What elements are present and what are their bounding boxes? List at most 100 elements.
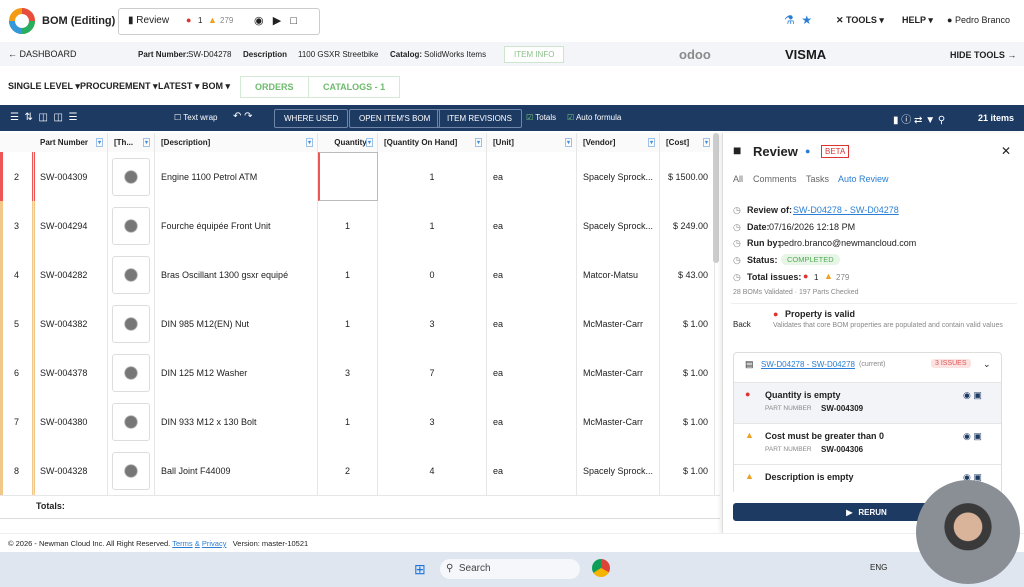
table-cell[interactable]: Engine 1100 Petrol ATM [155, 152, 318, 201]
table-cell[interactable]: $ 1.00 [660, 397, 715, 446]
table-cell[interactable]: SW-004328 [34, 446, 108, 495]
text-wrap[interactable]: ☐ Text wrap [174, 113, 218, 122]
table-cell[interactable]: 3 [378, 299, 487, 348]
table-cell[interactable]: $ 1.00 [660, 446, 715, 495]
close-button[interactable]: ✕ [1001, 144, 1012, 158]
search-box[interactable] [440, 559, 580, 579]
table-cell[interactable]: McMaster-Carr [577, 299, 660, 348]
table-cell[interactable]: $ 43.00 [660, 250, 715, 299]
table-cell[interactable]: ea [487, 299, 577, 348]
column-header[interactable]: [Vendor] ▾ [577, 133, 660, 152]
menu-item[interactable]: SINGLE LEVEL ▾ [8, 81, 80, 92]
table-cell[interactable] [318, 152, 378, 201]
panel-tab[interactable]: Comments [753, 174, 797, 184]
panel-tab[interactable]: All [733, 174, 744, 184]
expand-caret[interactable]: ⌄ [983, 359, 991, 369]
table-cell[interactable]: Spacely Sprock... [577, 446, 660, 495]
help-menu[interactable]: HELP ▾ [902, 15, 933, 25]
panel-tab[interactable]: Tasks [806, 174, 830, 184]
table-cell[interactable]: Matcor-Matsu [577, 250, 660, 299]
table-cell[interactable]: DIN 125 M12 Washer [155, 348, 318, 397]
issue-item[interactable] [734, 382, 1001, 423]
table-cell[interactable]: SW-004309 [34, 152, 108, 201]
table-cell[interactable]: DIN 933 M12 x 130 Bolt [155, 397, 318, 446]
issue-actions[interactable]: ◉ ▣ [963, 472, 982, 482]
table-cell[interactable]: 1 [378, 152, 487, 201]
toolbar-button[interactable]: ITEM REVISIONS [437, 109, 522, 128]
table-cell[interactable]: ea [487, 397, 577, 446]
undo-redo[interactable]: ↶ ↷ [233, 111, 253, 122]
search[interactable]: ⚲ Search [446, 563, 491, 574]
item-info-button[interactable]: ITEM INFO [504, 46, 565, 63]
privacy-link[interactable]: Privacy [201, 539, 227, 548]
table-cell[interactable]: Ball Joint F44009 [155, 446, 318, 495]
issue-item[interactable] [734, 423, 1001, 464]
table-cell[interactable]: ea [487, 446, 577, 495]
column-header[interactable]: [Unit] ▾ [487, 133, 577, 152]
table-cell[interactable]: ea [487, 201, 577, 250]
table-cell[interactable]: Spacely Sprock... [577, 152, 660, 201]
table-cell[interactable]: ea [487, 250, 577, 299]
column-header[interactable]: [Cost] ▾ [660, 133, 715, 152]
table-cell[interactable]: 3 [318, 348, 378, 397]
user-menu[interactable]: ● Pedro Branco [947, 15, 1010, 25]
group-link[interactable]: SW-D04278 - SW-D04278 [761, 360, 855, 369]
start-button[interactable]: ⊞ [414, 561, 426, 577]
table-cell[interactable]: SW-004382 [34, 299, 108, 348]
column-header[interactable]: Quantity ▾ [318, 133, 378, 152]
table-cell[interactable]: 2 [318, 446, 378, 495]
toolbar-right-icons[interactable]: ▮ ⓘ ⇄ ▼ ⚲ [893, 115, 946, 126]
table-cell[interactable]: 1 [318, 299, 378, 348]
table-cell[interactable]: Spacely Sprock... [577, 201, 660, 250]
table-cell[interactable]: SW-004378 [34, 348, 108, 397]
toolbar-icons[interactable]: ☰ ⇅ ◫ ◫ ☰ [10, 112, 78, 123]
icons[interactable]: ⚗ ★ [784, 13, 813, 27]
column-header[interactable]: [Th... ▾ [108, 133, 155, 152]
panel-tab[interactable]: Auto Review [838, 174, 889, 184]
menu-tab[interactable]: CATALOGS - 1 [308, 76, 401, 98]
table-cell[interactable]: 1 [318, 250, 378, 299]
issue-actions[interactable]: ◉ ▣ [963, 390, 982, 400]
table-cell[interactable]: 4 [378, 446, 487, 495]
table-cell[interactable]: McMaster-Carr [577, 348, 660, 397]
table-cell[interactable]: Fourche équipée Front Unit [155, 201, 318, 250]
tools-menu[interactable]: ✕ TOOLS ▾ [836, 15, 884, 25]
issue-actions[interactable]: ◉ ▣ [963, 431, 982, 441]
table-cell[interactable]: $ 1.00 [660, 348, 715, 397]
table-cell[interactable]: $ 249.00 [660, 201, 715, 250]
table-cell[interactable]: SW-004380 [34, 397, 108, 446]
table-cell[interactable]: 1 [318, 201, 378, 250]
table-cell[interactable]: 7 [378, 348, 487, 397]
back-button[interactable]: Back [733, 320, 751, 329]
menu-item[interactable]: PROCUREMENT ▾ [80, 81, 158, 92]
table-cell[interactable]: DIN 985 M12(EN) Nut [155, 299, 318, 348]
column-header[interactable]: [Description] ▾ [155, 133, 318, 152]
menu-item[interactable]: BOM ▾ [202, 81, 230, 92]
table-cell[interactable]: 0 [378, 250, 487, 299]
table-cell[interactable]: ea [487, 152, 577, 201]
column-header[interactable]: Part Number ▾ [34, 133, 108, 152]
menu-item[interactable]: LATEST ▾ [158, 81, 199, 92]
meta-value[interactable]: SW-D04278 - SW-D04278 [793, 205, 899, 215]
toolbar-button[interactable]: WHERE USED [274, 109, 349, 128]
review-button[interactable]: ▮ Review [128, 15, 170, 26]
hide-tools[interactable]: HIDE TOOLS → [950, 50, 1017, 60]
totals-toggle[interactable]: ☑ Totals [526, 113, 556, 122]
chrome-icon[interactable] [592, 559, 610, 577]
table-cell[interactable]: McMaster-Carr [577, 397, 660, 446]
column-header[interactable]: [Quantity On Hand] ▾ [378, 133, 487, 152]
menu-tab[interactable]: ORDERS [240, 76, 309, 98]
toolbar-button[interactable]: OPEN ITEM'S BOM [349, 109, 441, 128]
table-cell[interactable]: 1 [378, 201, 487, 250]
terms-link[interactable]: Terms [172, 539, 193, 548]
table-cell[interactable]: ea [487, 348, 577, 397]
table-cell[interactable]: $ 1500.00 [660, 152, 715, 201]
table-cell[interactable]: SW-004294 [34, 201, 108, 250]
table-cell[interactable]: 1 [318, 397, 378, 446]
dashboard-link[interactable]: ← DASHBOARD [8, 49, 77, 59]
table-cell[interactable]: Bras Oscillant 1300 gsxr equipé [155, 250, 318, 299]
table-cell[interactable]: 3 [378, 397, 487, 446]
auto-formula-toggle[interactable]: ☑ Auto formula [567, 113, 621, 122]
table-cell[interactable]: $ 1.00 [660, 299, 715, 348]
review-box[interactable] [118, 8, 320, 35]
